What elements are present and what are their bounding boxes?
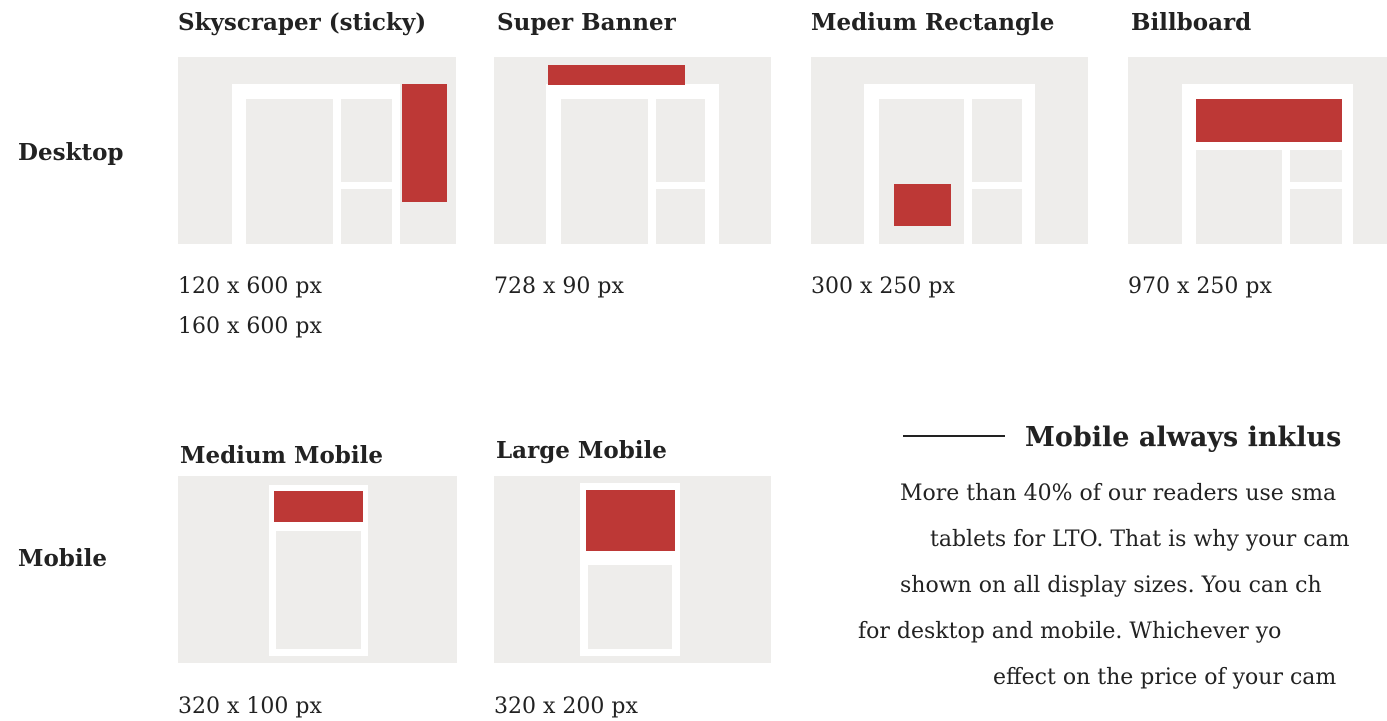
large-mobile-illustration [494, 476, 771, 663]
format-title: Large Mobile [496, 437, 667, 464]
promo-line: More than 40% of our readers use sma [900, 481, 1336, 506]
format-size: 300 x 250 px [811, 274, 955, 299]
format-title: Super Banner [497, 9, 677, 36]
format-size: 728 x 90 px [494, 274, 624, 299]
medium-mobile-illustration [178, 476, 457, 663]
format-size: 120 x 600 px [178, 274, 322, 299]
billboard-illustration [1128, 57, 1387, 244]
format-title: Skyscraper (sticky) [178, 9, 426, 36]
format-size: 160 x 600 px [178, 314, 322, 339]
promo-heading: Mobile always inklus [1025, 422, 1341, 453]
format-size: 320 x 100 px [178, 694, 322, 719]
promo-line: effect on the price of your cam [993, 665, 1336, 690]
format-title: Billboard [1131, 9, 1251, 36]
row-label: Desktop [18, 139, 124, 166]
format-title: Medium Mobile [180, 442, 383, 469]
medium-rectangle-illustration [811, 57, 1088, 244]
promo-line: shown on all display sizes. You can ch [900, 573, 1322, 598]
promo-line: tablets for LTO. That is why your cam [930, 527, 1350, 552]
skyscraper-illustration [178, 57, 456, 244]
promo-line: for desktop and mobile. Whichever yo [858, 619, 1281, 644]
row-label: Mobile [18, 545, 107, 572]
format-size: 320 x 200 px [494, 694, 638, 719]
format-title: Medium Rectangle [811, 9, 1054, 36]
format-size: 970 x 250 px [1128, 274, 1272, 299]
super-banner-illustration [494, 57, 771, 244]
